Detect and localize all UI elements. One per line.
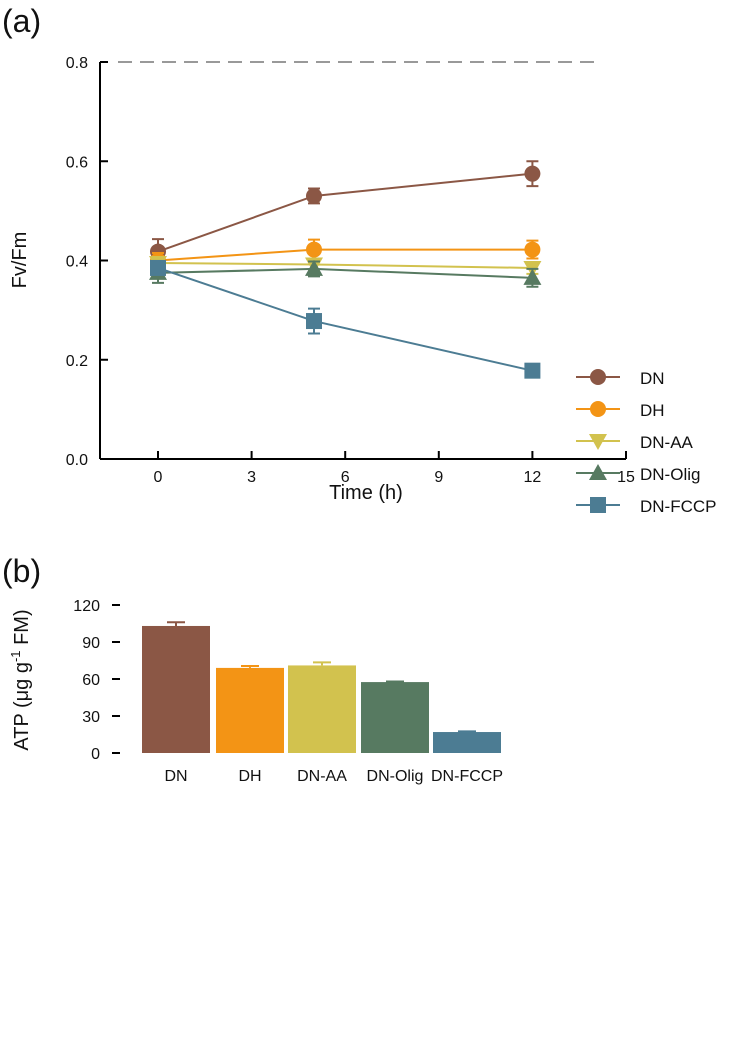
legend-label: DN-AA [640,433,694,452]
x-axis-label: Time (h) [329,482,403,504]
panel-a-label: (a) [2,3,41,39]
bar-dn-fccp: DN-FCCP [431,730,503,785]
bar [433,732,501,753]
x-tick-label: 0 [154,469,163,486]
bar [288,665,356,753]
legend-marker [589,434,607,450]
data-point [306,313,322,330]
error-bar [313,661,331,666]
x-tick-label: 9 [434,469,443,486]
y-tick-label: 0.2 [66,353,88,370]
y-tick-label: 0.0 [66,452,88,469]
legend-label: DH [640,401,665,420]
y-axis-label: ATP (μg g-1 FM) [8,609,33,750]
x-tick-label: DN [164,768,187,785]
error-bar [386,680,404,683]
x-tick-label: 12 [524,469,542,486]
panel-a: (a) Time (h) Fv/Fm 0 3 6 9 12 15 0.0 0.2 0.4 0.6 0… [2,3,717,516]
legend-item: DN-FCCP [576,497,717,516]
y-tick-label: 120 [73,598,100,615]
legend-label: DN [640,369,665,388]
series-dn [150,160,541,265]
bar [361,682,429,753]
y-tick-label: 30 [82,709,100,726]
series-dn-fccp [150,259,541,379]
legend-marker [590,401,606,417]
bar-dh: DH [216,665,284,785]
data-point [524,362,541,379]
series-line [157,267,533,279]
x-tick-label: 3 [247,469,256,486]
y-tick-label: 0.4 [66,254,88,271]
legend-label: DN-FCCP [640,497,717,516]
legend-marker [590,497,606,513]
legend-item: DN-AA [576,433,694,452]
x-tick-label: DN-Olig [367,768,424,785]
legend-item: DN [576,369,665,388]
y-tick-label: 0.8 [66,55,88,72]
data-point [523,268,542,285]
x-tick-label: 15 [617,469,635,486]
bar-dn: DN [142,621,210,785]
y-tick-label: 0 [91,746,100,763]
legend-marker [589,464,607,480]
legend-item: DH [576,401,665,420]
x-tick-label: DN-FCCP [431,768,503,785]
x-tick-label: DN-AA [297,768,347,785]
x-tick-label: DH [238,768,261,785]
legend-item: DN-Olig [576,464,700,484]
series-line [157,261,533,269]
error-bar [167,621,185,626]
y-tick-label: 90 [82,635,100,652]
data-point [306,241,322,258]
series-dn-aa [149,255,542,277]
bar [216,667,284,753]
data-point [524,241,541,258]
y-tick-label: 0.6 [66,154,88,171]
y-axis-label: Fv/Fm [9,232,31,289]
data-point [150,259,166,276]
error-bar [458,730,476,733]
bar-dn-olig: DN-Olig [361,680,429,785]
legend-marker [590,369,606,385]
series-line [157,248,533,262]
bar-dn-aa: DN-AA [288,661,356,785]
x-tick-label: 6 [341,469,350,486]
data-point [524,165,541,182]
panel-b: (b) ATP (μg g-1 FM) 0 30 60 90 120 DN DH DN-AA… [2,553,503,785]
data-point [305,259,323,276]
data-point [306,187,322,204]
series-line [157,266,533,372]
bar [142,625,210,753]
y-tick-label: 60 [82,672,100,689]
series-line [157,172,533,253]
panel-b-label: (b) [2,553,41,589]
legend-label: DN-Olig [640,465,700,484]
error-bar [241,665,259,668]
